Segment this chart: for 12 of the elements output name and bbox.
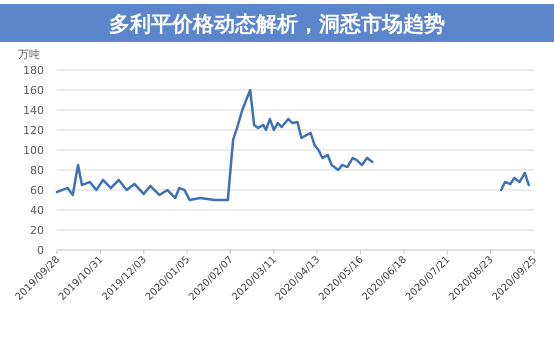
y-tick-label: 80	[30, 164, 44, 177]
y-tick-label: 60	[30, 184, 44, 197]
y-axis-title: 万吨	[18, 48, 40, 61]
y-tick-label: 120	[23, 124, 44, 137]
y-tick-label: 100	[23, 144, 44, 157]
y-tick-label: 20	[30, 224, 44, 237]
y-tick-label: 40	[30, 204, 44, 217]
y-tick-label: 160	[23, 84, 44, 97]
y-tick-label: 180	[23, 64, 44, 77]
chart-title: 多利平价格动态解析，洞悉市场趋势	[109, 12, 445, 36]
y-tick-label: 0	[37, 244, 44, 257]
y-tick-label: 140	[23, 104, 44, 117]
